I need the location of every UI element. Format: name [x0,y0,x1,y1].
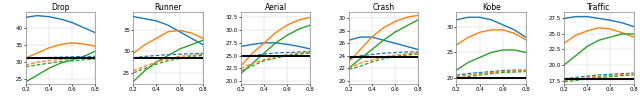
Title: Aerial: Aerial [264,3,287,12]
Title: Traffic: Traffic [587,3,611,12]
Title: Runner: Runner [154,3,182,12]
Title: Kobe: Kobe [482,3,500,12]
Title: Drop: Drop [51,3,70,12]
Title: Crash: Crash [372,3,394,12]
